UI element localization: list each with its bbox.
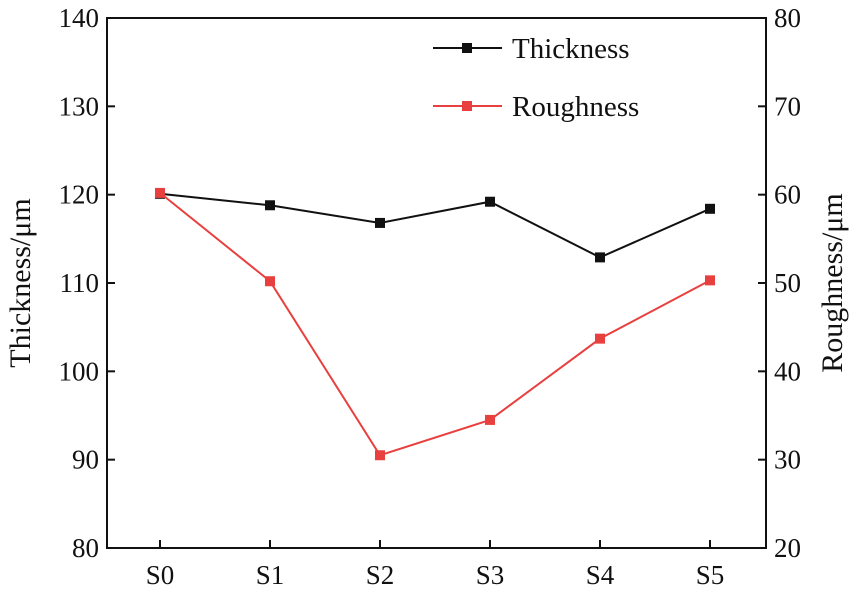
roughness-point-s3 <box>485 414 495 425</box>
legend: Thickness Roughness <box>433 33 639 123</box>
roughness-point-s1 <box>265 276 275 287</box>
thickness-point-s4 <box>595 252 605 263</box>
x-tick-label: S5 <box>696 560 725 590</box>
roughness-point-s0 <box>155 187 165 198</box>
roughness-point-s2 <box>375 450 385 461</box>
legend-roughness-marker <box>462 101 472 111</box>
y-left-tick-label: 120 <box>59 180 100 210</box>
plot-frame <box>106 17 767 549</box>
y-left-tick-label: 110 <box>60 268 100 298</box>
y-left-tick-label: 90 <box>72 445 99 475</box>
y-left-tick-label: 100 <box>59 356 100 386</box>
roughness-point-s4 <box>595 333 605 344</box>
legend-thickness-marker <box>462 43 472 53</box>
y-right-tick-label: 80 <box>774 3 801 33</box>
x-tick-label: S2 <box>366 560 395 590</box>
y-right-tick-label: 40 <box>774 356 801 386</box>
x-tick-label: S3 <box>476 560 505 590</box>
thickness-point-s5 <box>705 203 715 214</box>
thickness-point-s2 <box>375 217 385 228</box>
thickness-point-s1 <box>265 200 275 211</box>
x-tick-label: S1 <box>256 560 285 590</box>
thickness-series-line <box>159 192 711 259</box>
ticks-layer: 80 90 100 110 120 130 140 20 30 40 50 60 70 80 S0 S1 S2 S… <box>59 3 802 590</box>
x-tick-label: S0 <box>146 560 175 590</box>
series-layer <box>155 187 715 461</box>
y-right-tick-label: 70 <box>774 91 801 121</box>
legend-roughness-label: Roughness <box>512 91 639 123</box>
y-right-axis-title: Roughness/μm <box>816 193 849 372</box>
y-left-axis-title: Thickness/μm <box>4 198 37 367</box>
y-left-tick-label: 130 <box>59 91 100 121</box>
y-right-tick-label: 20 <box>774 533 801 563</box>
y-right-tick-label: 50 <box>774 268 801 298</box>
y-left-tick-label: 80 <box>72 533 99 563</box>
y-left-tick-label: 140 <box>59 3 100 33</box>
roughness-point-s5 <box>705 275 715 286</box>
roughness-series-line <box>159 192 711 457</box>
legend-thickness-label: Thickness <box>512 33 630 65</box>
y-right-tick-label: 30 <box>774 445 801 475</box>
thickness-point-s3 <box>485 196 495 207</box>
x-tick-label: S4 <box>586 560 615 590</box>
y-right-tick-label: 60 <box>774 180 801 210</box>
